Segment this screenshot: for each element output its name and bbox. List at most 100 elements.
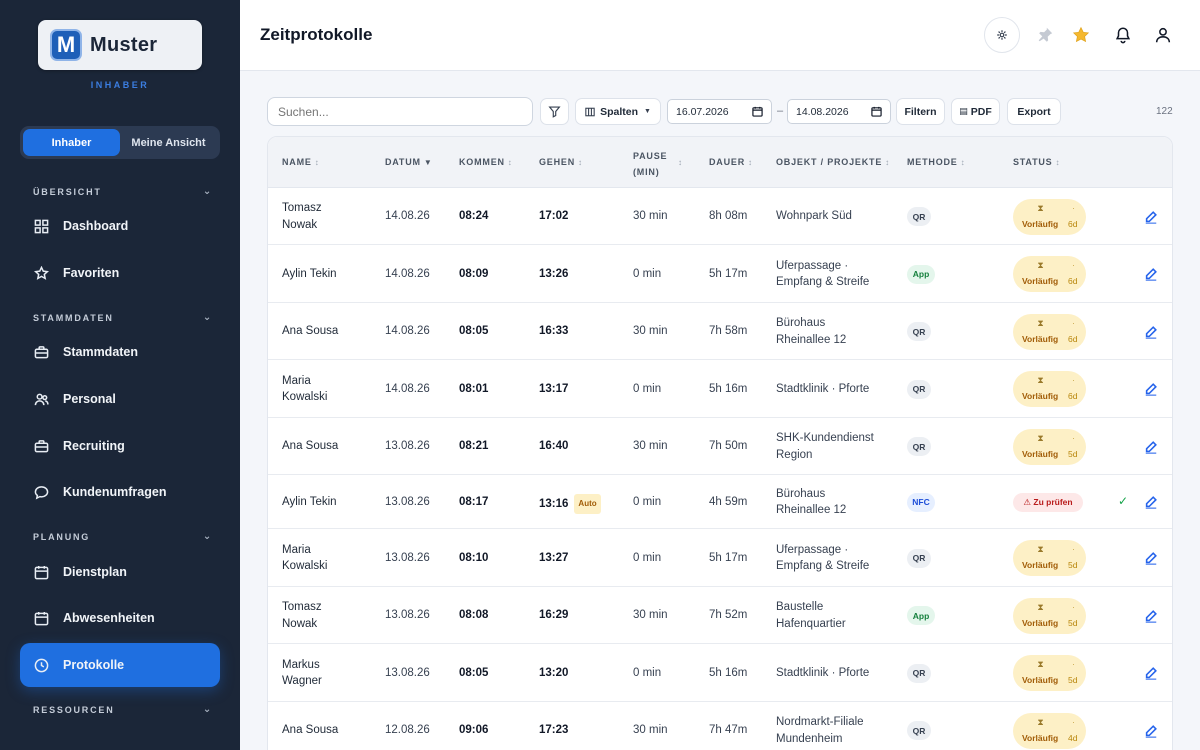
search-input[interactable] (278, 104, 522, 119)
cell-out: 17:23 (539, 722, 568, 739)
edit-icon[interactable] (1144, 551, 1158, 565)
profile-button[interactable] (1145, 17, 1181, 53)
sidebar-item-dashboard[interactable]: Dashboard (20, 204, 220, 248)
col-objekt[interactable]: OBJEKT / PROJEKTE ↕ (776, 157, 890, 167)
edit-icon[interactable] (1144, 382, 1158, 396)
approve-check-icon[interactable]: ✓ (1118, 494, 1129, 508)
notifications-button[interactable] (1105, 17, 1141, 53)
status-badge-review: ⚠ Zu prüfen (1013, 492, 1083, 512)
col-label: KOMMEN (459, 157, 505, 167)
cell-object: SHK-Kundendienst Region (776, 430, 874, 463)
method-badge: QR (907, 379, 931, 399)
pin-button[interactable] (1027, 17, 1063, 53)
method-badge: QR (907, 663, 931, 683)
method-badge: QR (907, 548, 931, 568)
edit-icon[interactable] (1144, 724, 1158, 738)
object-line: Empfang & Streife (776, 276, 870, 288)
hourglass-icon: ⧗ (1037, 317, 1044, 328)
col-gehen[interactable]: GEHEN ↕ (539, 157, 583, 167)
name-line: Tomasz (282, 601, 322, 613)
col-status[interactable]: STATUS ↕ (1013, 157, 1060, 167)
col-dauer[interactable]: DAUER ↕ (709, 157, 753, 167)
section-planung[interactable]: PLANUNG ⌄ (33, 531, 213, 542)
name-line: Aylin Tekin (282, 495, 337, 508)
out-time: 13:20 (539, 666, 569, 679)
sidebar-item-abwesenheiten[interactable]: Abwesenheiten (20, 596, 220, 640)
col-kommen[interactable]: KOMMEN ↕ (459, 157, 513, 167)
sidebar-item-favoriten[interactable]: Favoriten (20, 251, 220, 295)
toggle-meine-ansicht[interactable]: Meine Ansicht (131, 136, 206, 149)
cell-object: Bürohaus Rheinallee 12 (776, 315, 846, 348)
table-row[interactable]: Aylin Tekin 14.08.26 08:09 13:26 0 min 5h 17m… (268, 245, 1172, 303)
sidebar-item-recruiting[interactable]: Recruiting (20, 424, 220, 468)
sidebar-item-label: Protokolle (63, 658, 125, 672)
sidebar-item-stammdaten[interactable]: Stammdaten (20, 330, 220, 374)
section-uebersicht[interactable]: ÜBERSICHT ⌄ (33, 186, 213, 197)
sidebar-item-kundenumfragen[interactable]: Kundenumfragen (20, 470, 220, 514)
table-row[interactable]: Markus Wagner 13.08.26 08:05 13:20 0 min 5h 16… (268, 644, 1172, 702)
cell-in: 08:10 (459, 551, 489, 564)
sidebar-item-dienstplan[interactable]: Dienstplan (20, 550, 220, 594)
edit-icon[interactable] (1144, 267, 1158, 281)
object-line: Rheinallee 12 (776, 333, 847, 346)
edit-icon[interactable] (1144, 495, 1158, 509)
users-icon (34, 393, 49, 405)
date-from-field[interactable]: 16.07.2026 (667, 99, 772, 124)
filter-toggle-button[interactable] (540, 98, 569, 125)
table-row[interactable]: Maria Kowalski 13.08.26 08:10 13:27 0 min 5h 1… (268, 529, 1172, 587)
cell-in: 08:17 (459, 495, 489, 508)
filter-button[interactable]: Filtern (896, 98, 945, 125)
edit-icon[interactable] (1144, 325, 1158, 339)
sidebar-item-personal[interactable]: Personal (20, 377, 220, 421)
edit-icon[interactable] (1144, 609, 1158, 623)
sort-icon[interactable]: ↕ (678, 158, 683, 167)
pdf-button[interactable]: ▤ PDF (951, 98, 1000, 125)
bell-icon (1115, 27, 1131, 44)
sort-desc-icon: ▼ (423, 158, 433, 167)
table-row[interactable]: Tomasz Nowak 13.08.26 08:08 16:29 30 min 7h 52… (268, 587, 1172, 644)
dot-icon: · (1072, 375, 1075, 385)
role-label: INHABER (90, 80, 150, 90)
toggle-inhaber[interactable]: Inhaber (23, 129, 120, 156)
search-field[interactable] (267, 97, 533, 126)
table-row[interactable]: Ana Sousa 13.08.26 08:21 16:40 30 min 7h 50m S… (268, 418, 1172, 475)
status-label: Vorläufig (1022, 448, 1059, 459)
table-row[interactable]: Ana Sousa 14.08.26 08:05 16:33 30 min 7h 58m B… (268, 303, 1172, 360)
col-name[interactable]: NAME ↕ (282, 157, 320, 167)
table-row[interactable]: Ana Sousa 12.08.26 09:06 17:23 30 min 7h 47m N… (268, 702, 1172, 750)
table-row[interactable]: Maria Kowalski 14.08.26 08:01 13:17 0 min 5h 1… (268, 360, 1172, 418)
settings-button[interactable] (984, 17, 1020, 53)
out-time: 16:40 (539, 440, 569, 452)
logo[interactable]: M Muster (38, 20, 202, 70)
edit-icon[interactable] (1144, 440, 1158, 454)
status-badge-pending: ⧗ · Vorläufig 6d (1013, 313, 1086, 350)
cell-out: 16:33 (539, 323, 568, 340)
status-badge-pending: ⧗ · Vorläufig 5d (1013, 597, 1086, 634)
columns-button[interactable]: Spalten ▼ (575, 98, 661, 125)
hourglass-icon: ⧗ (1037, 659, 1044, 669)
table-row[interactable]: Aylin Tekin 13.08.26 08:17 13:16 Auto 0 min 4h… (268, 475, 1172, 529)
export-button[interactable]: Export (1007, 98, 1061, 125)
col-datum[interactable]: DATUM ▼ (385, 157, 433, 167)
cell-pause: 30 min (633, 724, 668, 736)
chevron-down-icon: ⌄ (202, 186, 213, 197)
section-stammdaten[interactable]: STAMMDATEN ⌄ (33, 312, 213, 323)
sidebar-item-label: Dashboard (63, 219, 129, 233)
view-toggle: Inhaber Meine Ansicht (20, 126, 220, 159)
cell-pause: 0 min (633, 666, 662, 679)
col-methode[interactable]: METHODE ↕ (907, 157, 965, 167)
col-label: (MIN) (633, 167, 660, 177)
user-icon (1155, 27, 1171, 43)
sidebar-item-protokolle[interactable]: Protokolle (20, 643, 220, 687)
favorite-button[interactable] (1063, 17, 1099, 53)
cell-date: 13.08.26 (385, 609, 430, 621)
edit-icon[interactable] (1144, 666, 1158, 680)
cell-date: 14.08.26 (385, 382, 430, 395)
section-ressourcen[interactable]: RESSOURCEN ⌄ (33, 704, 213, 715)
status-days: 6d (1068, 276, 1078, 286)
date-to-field[interactable]: 14.08.2026 (787, 99, 891, 124)
col-pause[interactable]: PAUSE (MIN) (633, 148, 667, 180)
edit-icon[interactable] (1144, 210, 1158, 224)
cell-name: Aylin Tekin (282, 266, 337, 283)
table-row[interactable]: Tomasz Nowak 14.08.26 08:24 17:02 30 min 8h 08… (268, 188, 1172, 245)
